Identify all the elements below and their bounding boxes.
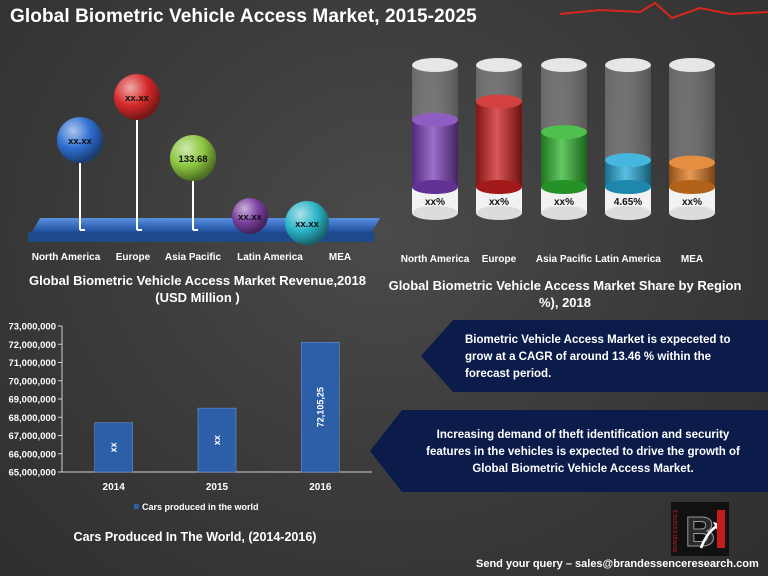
cars-bar-2016 xyxy=(301,342,340,473)
cars-caption: Cars Produced In The World, (2014-2016) xyxy=(73,530,317,544)
revenue-category-mea: MEA xyxy=(329,252,351,263)
bubble-latin-america xyxy=(232,198,268,234)
cars-y-tick-label: 72,000,000 xyxy=(8,340,56,351)
revenue-category-asia-pacific: Asia Pacific xyxy=(165,252,222,263)
page-title: Global Biometric Vehicle Access Market, … xyxy=(10,6,477,27)
cars-y-tick-label: 70,000,000 xyxy=(8,376,56,387)
trend-line-decoration xyxy=(560,1,768,20)
bubble-mea xyxy=(285,201,329,245)
cars-y-tick-label: 73,000,000 xyxy=(8,322,56,333)
cars-bar-2015 xyxy=(197,407,237,473)
cars-y-tick-label: 69,000,000 xyxy=(8,395,56,406)
tube-top-europe xyxy=(476,58,522,72)
share-category-mea: MEA xyxy=(681,254,703,265)
bubble-asia-pacific xyxy=(170,135,216,181)
share-caption-line1: Global Biometric Vehicle Access Market S… xyxy=(388,278,742,293)
bubble-label-latin-america: xx.xx xyxy=(238,212,262,223)
cars-bar-label-2016: 72,105,25 xyxy=(315,387,325,427)
share-fill-top-north-america xyxy=(412,112,458,127)
share-fill-bottom-asia-pacific xyxy=(541,180,587,194)
bubble-label-europe: xx.xx xyxy=(125,93,149,104)
share-category-asia-pacific: Asia Pacific xyxy=(536,254,593,265)
cars-y-tick-label: 66,000,000 xyxy=(8,449,56,460)
cars-bar-2014 xyxy=(94,422,133,473)
base-bottom-latin-america xyxy=(605,206,651,220)
info-box-drivers: Increasing demand of theft identificatio… xyxy=(370,410,768,492)
bubble-label-asia-pacific: 133.68 xyxy=(178,154,207,165)
share-label-europe: xx% xyxy=(489,197,509,208)
share-category-north-america: North America xyxy=(401,254,470,265)
base-bottom-asia-pacific xyxy=(541,206,587,220)
revenue-platform-edge xyxy=(28,232,374,242)
share-fill-top-europe xyxy=(476,94,522,109)
share-category-latin-america: Latin America xyxy=(595,254,661,265)
share-label-latin-america: 4.65% xyxy=(614,197,642,208)
share-fill-bottom-europe xyxy=(476,180,522,194)
svg-text:BRAND ESSENCE: BRAND ESSENCE xyxy=(673,509,679,552)
cars-category-2014: 2014 xyxy=(103,482,126,493)
cars-category-2015: 2015 xyxy=(206,482,229,493)
bubble-label-north-america: xx.xx xyxy=(68,136,92,147)
tube-top-asia-pacific xyxy=(541,58,587,72)
bubble-label-mea: xx.xx xyxy=(295,219,319,230)
share-category-europe: Europe xyxy=(482,254,517,265)
footer-contact: Send your query – sales@brandessencerese… xyxy=(476,558,759,570)
cars-bar-label-2015: xx xyxy=(212,435,222,445)
base-bottom-north-america xyxy=(412,206,458,220)
base-bottom-europe xyxy=(476,206,522,220)
revenue-caption-line1: Global Biometric Vehicle Access Market R… xyxy=(29,273,366,288)
cars-y-tick-label: 65,000,000 xyxy=(8,468,56,479)
share-fill-bottom-latin-america xyxy=(605,180,651,194)
tube-top-north-america xyxy=(412,58,458,72)
info-box-cagr-line1: Biometric Vehicle Access Market is expec… xyxy=(465,334,731,346)
bubble-north-america xyxy=(57,117,103,163)
share-fill-north-america xyxy=(412,119,458,187)
revenue-category-north-america: North America xyxy=(32,252,101,263)
cars-legend-swatch xyxy=(134,504,139,509)
share-label-north-america: xx% xyxy=(425,197,445,208)
share-fill-top-latin-america xyxy=(605,153,651,168)
cars-y-tick-label: 71,000,000 xyxy=(8,358,56,369)
info-box-drivers-line1: Increasing demand of theft identificatio… xyxy=(436,429,730,441)
share-label-mea: xx% xyxy=(682,197,702,208)
revenue-chart: xx.xx xx.xx 133.68 xx.xx xx.xx North America… xyxy=(28,74,380,263)
share-fill-top-asia-pacific xyxy=(541,125,587,140)
info-box-cagr-line3: forecast period. xyxy=(465,368,552,380)
cars-chart: 65,000,000 66,000,000 67,000,000 68,000,000… xyxy=(8,322,372,512)
cars-category-2016: 2016 xyxy=(309,482,332,493)
share-chart: xx% North America xx% Europe xx% Asia Pacific… xyxy=(401,58,715,265)
info-box-drivers-line3: Global Biometric Vehicle Access Market. xyxy=(472,463,694,475)
info-box-drivers-line2: features in the vehicles is expected to … xyxy=(426,446,740,458)
info-box-cagr: Biometric Vehicle Access Market is expec… xyxy=(421,320,768,392)
cars-bar-label-2014: xx xyxy=(109,442,119,452)
revenue-caption-line2: (USD Million ) xyxy=(155,290,240,305)
share-label-asia-pacific: xx% xyxy=(554,197,574,208)
share-fill-asia-pacific xyxy=(541,132,587,187)
share-fill-top-mea xyxy=(669,155,715,170)
share-fill-bottom-north-america xyxy=(412,180,458,194)
brand-essence-logo: B BRAND ESSENCE xyxy=(671,502,729,556)
revenue-category-latin-america: Latin America xyxy=(237,252,303,263)
share-fill-europe xyxy=(476,101,522,187)
bubble-europe xyxy=(114,74,160,120)
tube-top-mea xyxy=(669,58,715,72)
base-bottom-mea xyxy=(669,206,715,220)
cars-y-tick-label: 67,000,000 xyxy=(8,431,56,442)
share-fill-bottom-mea xyxy=(669,180,715,194)
share-caption-line2: %), 2018 xyxy=(538,295,592,310)
cars-y-tick-label: 68,000,000 xyxy=(8,413,56,424)
info-box-cagr-line2: grow at a CAGR of around 13.46 % within … xyxy=(465,351,711,363)
tube-top-latin-america xyxy=(605,58,651,72)
cars-legend-label: Cars produced in the world xyxy=(142,502,259,512)
revenue-category-europe: Europe xyxy=(116,252,151,263)
